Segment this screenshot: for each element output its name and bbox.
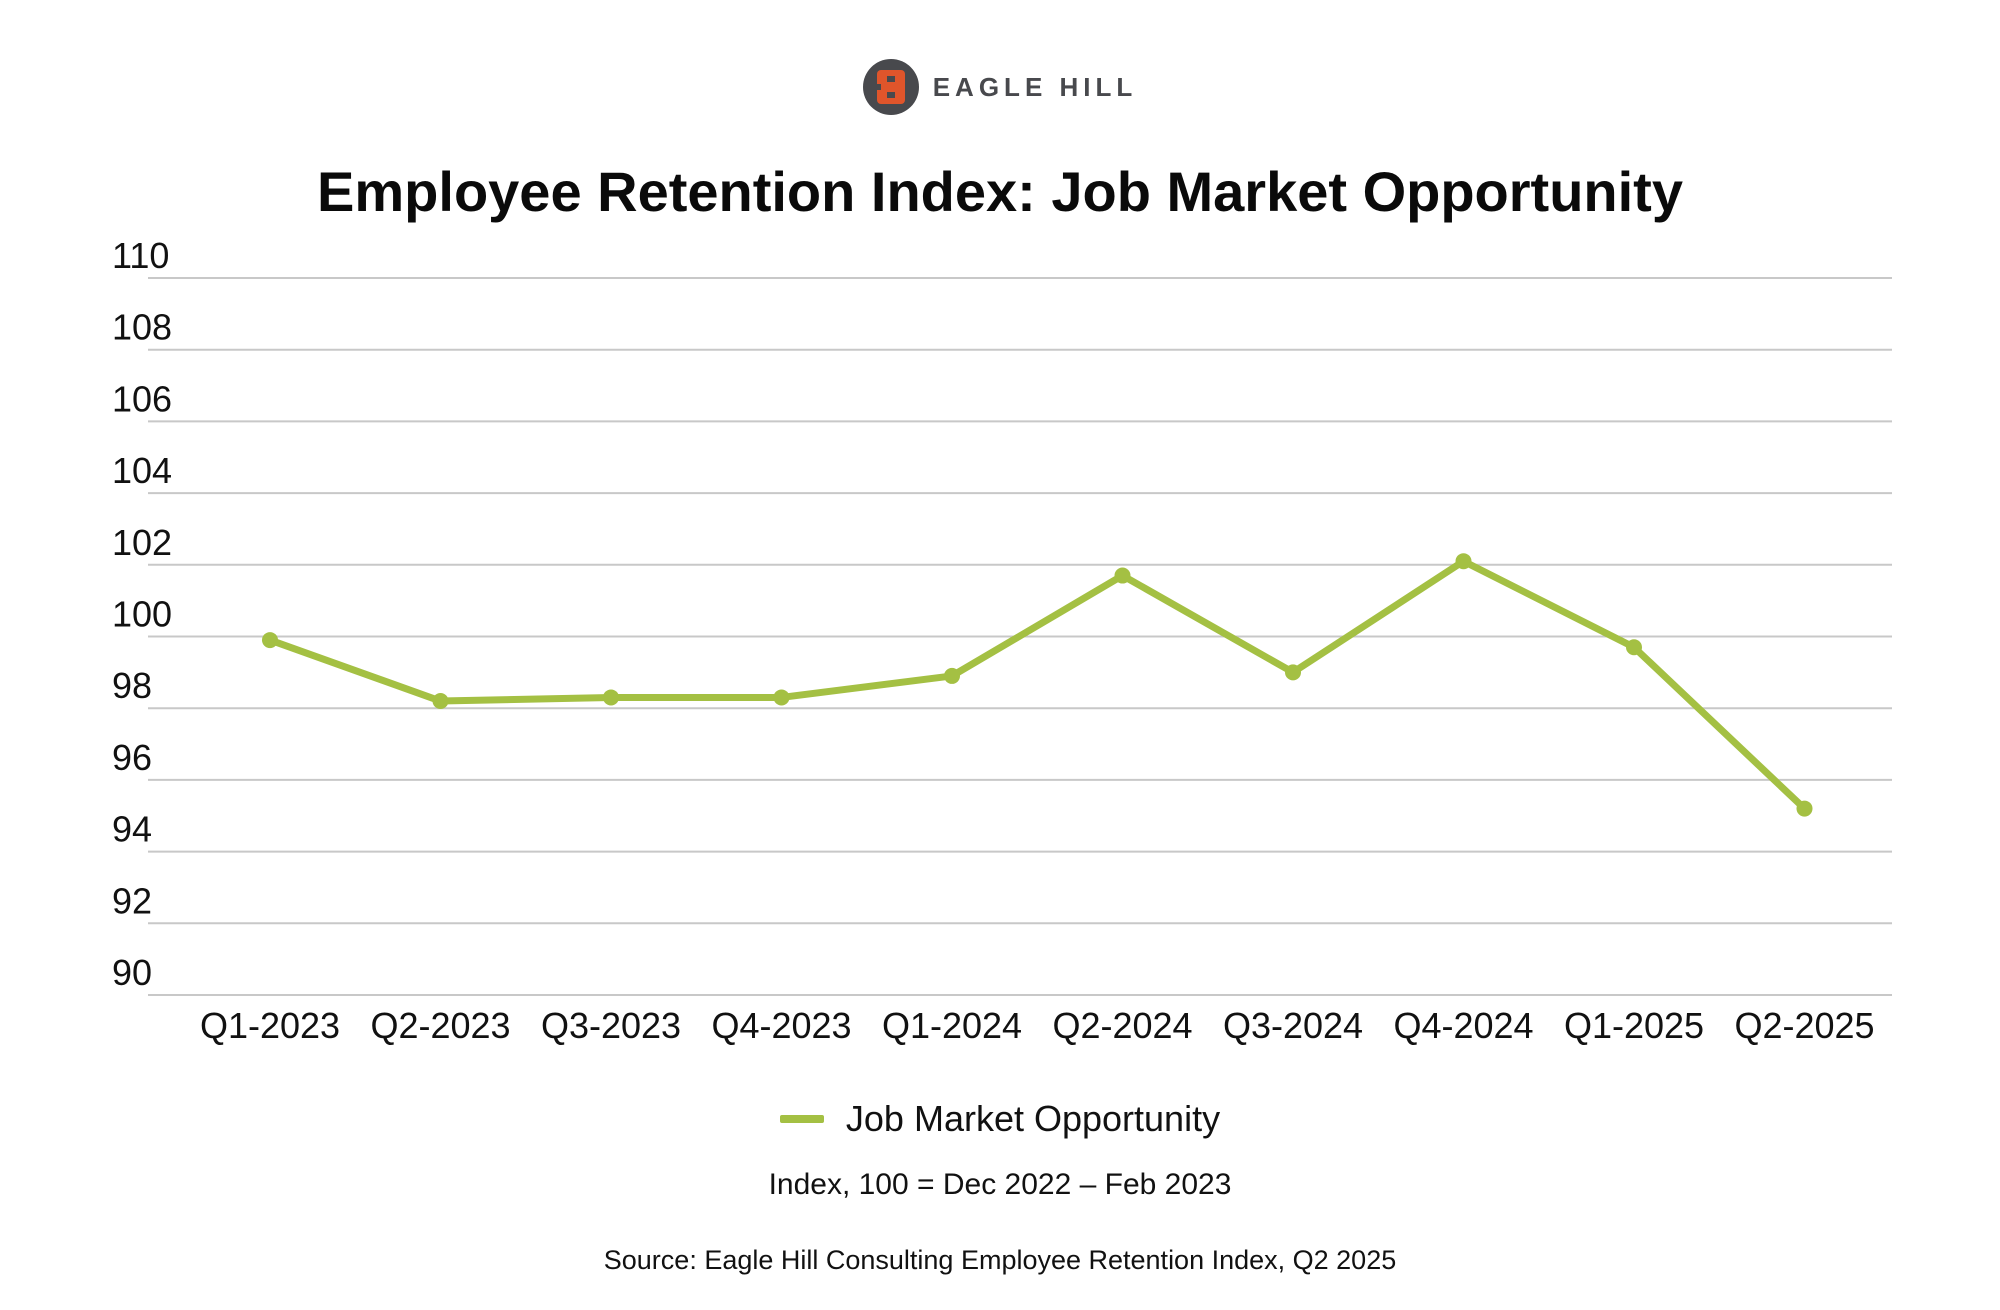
y-tick-label-110: 110 xyxy=(112,235,169,276)
y-tick-label-106: 106 xyxy=(112,378,172,419)
data-point-q3-2024 xyxy=(1285,664,1301,681)
y-tick-label-102: 102 xyxy=(112,522,172,563)
x-tick-label-q1-2023: Q1-2023 xyxy=(200,1005,340,1046)
legend-label-job-market-opportunity: Job Market Opportunity xyxy=(845,1098,1221,1139)
chart-subtitle: Index, 100 = Dec 2022 – Feb 2023 xyxy=(768,1168,1232,1201)
x-tick-label-q2-2025: Q2-2025 xyxy=(1734,1005,1874,1046)
x-tick-label-q4-2024: Q4-2024 xyxy=(1393,1005,1533,1046)
data-point-q4-2023 xyxy=(773,689,790,706)
series-line-job-market-opportunity xyxy=(266,557,1808,813)
chart-title: Employee Retention Index: Job Market Opp… xyxy=(317,160,1683,223)
x-tick-label-q2-2023: Q2-2023 xyxy=(370,1005,510,1046)
data-point-q1-2023 xyxy=(262,632,278,649)
chart-source: Source: Eagle Hill Consulting Employee R… xyxy=(603,1245,1397,1275)
y-tick-label-92: 92 xyxy=(112,880,152,921)
data-point-q4-2024 xyxy=(1455,553,1472,570)
x-tick-label-q3-2023: Q3-2023 xyxy=(541,1005,681,1046)
y-tick-label-94: 94 xyxy=(112,809,152,850)
logo-text: EAGLE HILL xyxy=(932,71,1138,102)
data-point-q3-2023 xyxy=(603,689,619,706)
x-tick-label-q3-2024: Q3-2024 xyxy=(1223,1005,1363,1046)
legend: Job Market Opportunity xyxy=(0,1098,2000,1140)
x-tick-label-q1-2024: Q1-2024 xyxy=(882,1005,1022,1046)
eagle-hill-logo-icon xyxy=(862,59,919,115)
data-point-q1-2025 xyxy=(1626,639,1642,656)
y-tick-label-100: 100 xyxy=(112,594,172,635)
y-tick-label-96: 96 xyxy=(112,737,152,778)
x-tick-label-q4-2023: Q4-2023 xyxy=(711,1005,851,1046)
data-point-q2-2024 xyxy=(1114,567,1131,584)
data-point-q1-2024 xyxy=(944,667,960,684)
legend-swatch-job-market-opportunity xyxy=(779,1115,824,1123)
x-tick-label-q2-2024: Q2-2024 xyxy=(1052,1005,1192,1046)
y-tick-label-98: 98 xyxy=(112,665,152,706)
y-tick-label-90: 90 xyxy=(112,952,152,993)
y-tick-label-104: 104 xyxy=(112,450,172,491)
data-point-q2-2025 xyxy=(1796,800,1813,817)
x-tick-label-q1-2025: Q1-2025 xyxy=(1564,1005,1704,1046)
data-point-q2-2023 xyxy=(432,693,449,710)
y-tick-label-108: 108 xyxy=(112,307,172,348)
logo: EAGLE HILL xyxy=(0,57,2000,117)
